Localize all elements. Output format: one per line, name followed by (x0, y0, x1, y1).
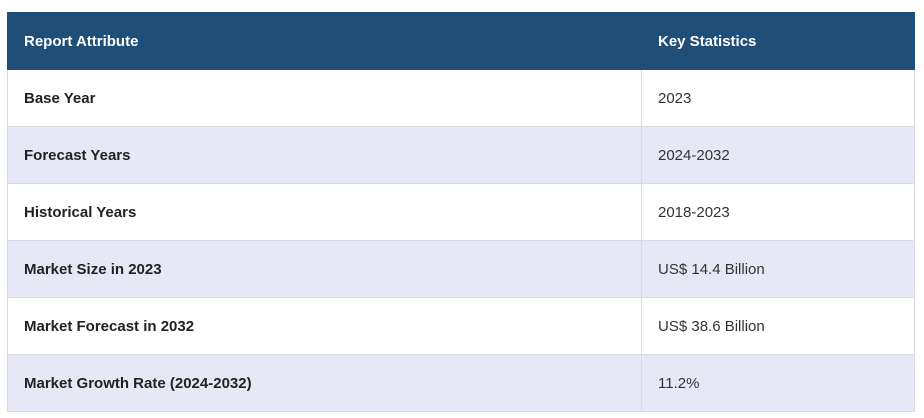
header-key-statistics: Key Statistics (641, 12, 915, 70)
table-row: Market Size in 2023 US$ 14.4 Billion (7, 240, 915, 298)
row-value: 2024-2032 (641, 126, 915, 184)
row-value: 2018-2023 (641, 183, 915, 241)
table-header: Report Attribute Key Statistics (7, 12, 915, 70)
row-attribute: Market Size in 2023 (7, 240, 642, 298)
report-table-container: Report Attribute Key Statistics Base Yea… (7, 12, 915, 412)
table-row: Market Growth Rate (2024-2032) 11.2% (7, 354, 915, 412)
row-value: US$ 38.6 Billion (641, 297, 915, 355)
row-attribute: Historical Years (7, 183, 642, 241)
table-row: Forecast Years 2024-2032 (7, 126, 915, 184)
row-value: 11.2% (641, 354, 915, 412)
header-row: Report Attribute Key Statistics (7, 12, 915, 70)
row-value: 2023 (641, 69, 915, 127)
table-body: Base Year 2023 Forecast Years 2024-2032 … (7, 69, 915, 412)
row-value: US$ 14.4 Billion (641, 240, 915, 298)
row-attribute: Base Year (7, 69, 642, 127)
row-attribute: Market Growth Rate (2024-2032) (7, 354, 642, 412)
table-row: Historical Years 2018-2023 (7, 183, 915, 241)
table-row: Market Forecast in 2032 US$ 38.6 Billion (7, 297, 915, 355)
table-row: Base Year 2023 (7, 69, 915, 127)
header-report-attribute: Report Attribute (7, 12, 642, 70)
row-attribute: Forecast Years (7, 126, 642, 184)
report-statistics-table: Report Attribute Key Statistics Base Yea… (7, 12, 915, 412)
row-attribute: Market Forecast in 2032 (7, 297, 642, 355)
